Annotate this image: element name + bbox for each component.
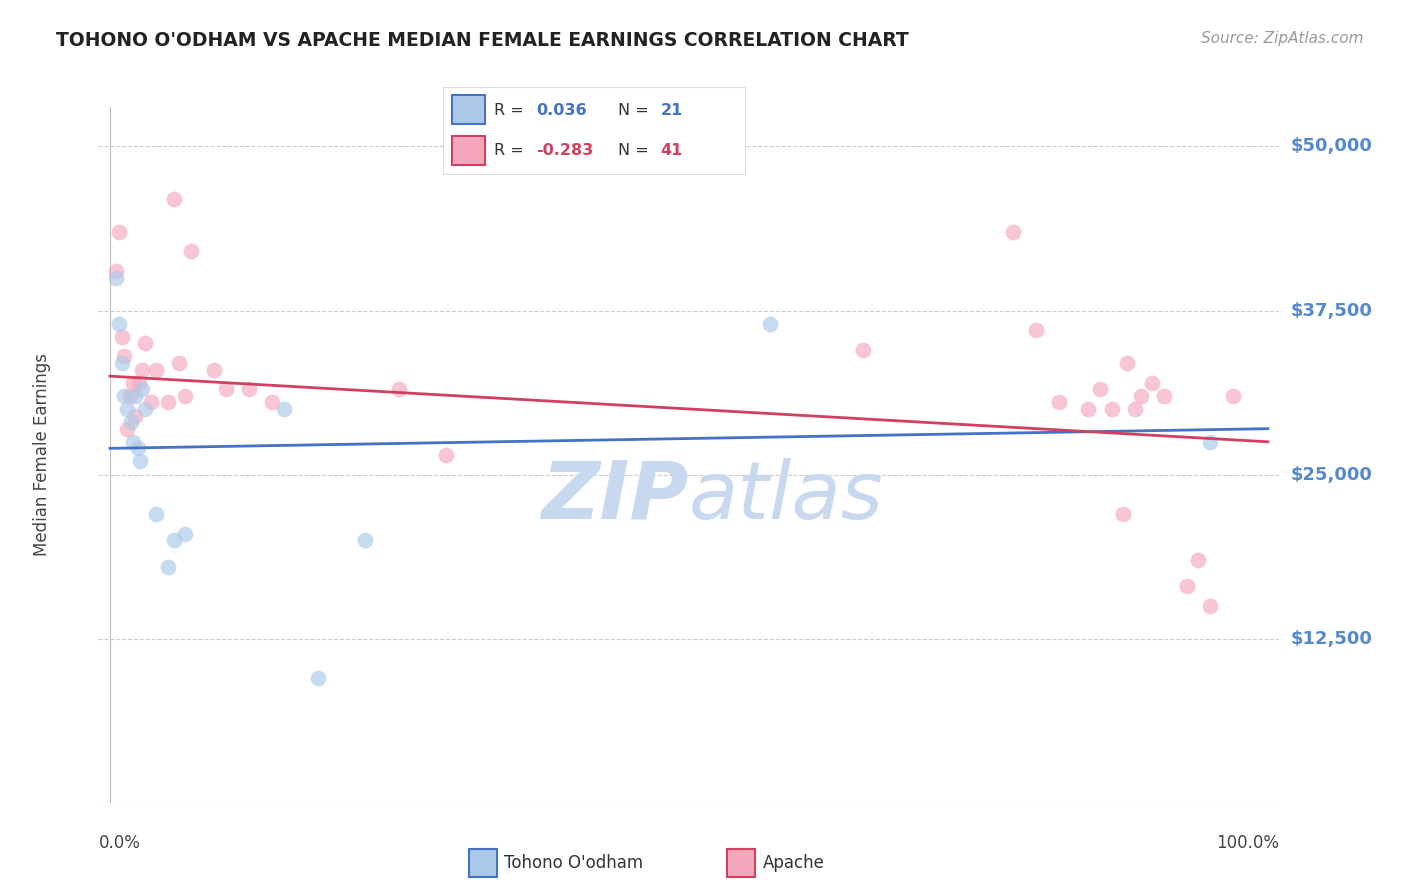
Text: $12,500: $12,500 [1291,630,1372,648]
Point [1140,376,1163,390]
Point [353,533,375,548]
Point [122,434,145,449]
Point [131,382,153,396]
Text: ZIP: ZIP [541,458,689,536]
Point [1077,401,1099,416]
Text: $37,500: $37,500 [1291,301,1372,319]
Point [117,422,139,436]
Point [174,389,197,403]
Point [122,376,145,390]
Point [1049,395,1071,409]
Bar [451,136,485,165]
Point [124,409,146,423]
Text: N =: N = [619,103,650,118]
Point [110,330,132,344]
Text: 41: 41 [661,143,683,158]
Point [145,362,167,376]
Point [1153,389,1175,403]
Point [139,395,162,409]
Point [118,389,141,403]
Point [1101,401,1123,416]
Text: R =: R = [495,143,524,158]
Point [120,415,142,429]
Text: $25,000: $25,000 [1291,466,1372,483]
Point [759,317,782,331]
Point [163,533,186,548]
Point [145,507,167,521]
Point [129,454,152,468]
Point [215,382,238,396]
Point [1187,553,1209,567]
Point [156,559,179,574]
Point [128,376,150,390]
Point [112,389,135,403]
Text: 21: 21 [661,103,683,118]
Point [1115,356,1137,370]
Point [273,401,295,416]
Point [1025,323,1047,337]
Point [127,442,149,456]
Text: -0.283: -0.283 [537,143,593,158]
Text: 100.0%: 100.0% [1216,834,1279,852]
Point [1002,225,1025,239]
Point [1222,389,1244,403]
Point [108,225,131,239]
Point [163,192,186,206]
Text: Tohono O'odham: Tohono O'odham [505,854,644,872]
Point [180,244,202,259]
Point [238,382,260,396]
Point [388,382,411,396]
Point [1088,382,1111,396]
Point [1199,599,1222,613]
Point [131,362,153,376]
Text: 0.0%: 0.0% [98,834,141,852]
Bar [451,95,485,124]
Point [169,356,191,370]
Text: 0.036: 0.036 [537,103,588,118]
Text: N =: N = [619,143,650,158]
Point [1123,401,1146,416]
Point [104,270,127,285]
Point [112,350,135,364]
Point [104,264,127,278]
Bar [727,849,755,877]
Bar [470,849,496,877]
Point [134,336,156,351]
Text: Source: ZipAtlas.com: Source: ZipAtlas.com [1201,31,1364,46]
Point [1112,507,1135,521]
Point [1129,389,1152,403]
Text: Apache: Apache [762,854,824,872]
Point [174,526,197,541]
Point [156,395,179,409]
Point [307,671,329,685]
Text: TOHONO O'ODHAM VS APACHE MEDIAN FEMALE EARNINGS CORRELATION CHART: TOHONO O'ODHAM VS APACHE MEDIAN FEMALE E… [56,31,910,50]
Point [1175,579,1198,593]
Point [124,389,146,403]
Point [434,448,457,462]
Point [852,343,875,357]
Point [110,356,132,370]
Point [202,362,225,376]
Point [108,317,131,331]
Text: $50,000: $50,000 [1291,137,1372,155]
Text: R =: R = [495,103,524,118]
Point [262,395,284,409]
Text: atlas: atlas [689,458,884,536]
Text: Median Female Earnings: Median Female Earnings [32,353,51,557]
Point [1199,434,1222,449]
Point [134,401,156,416]
Point [117,401,139,416]
